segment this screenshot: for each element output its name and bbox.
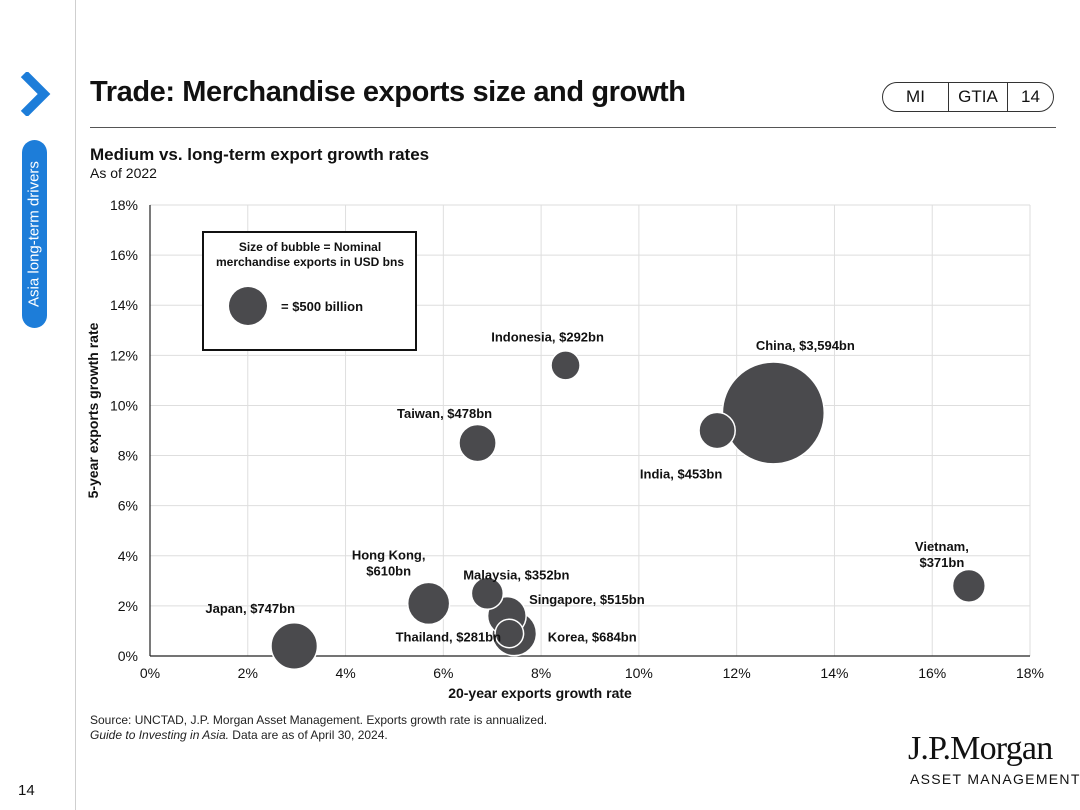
source-line-2: Guide to Investing in Asia. Data are as …	[90, 728, 547, 743]
x-tick-label: 2%	[238, 665, 258, 681]
bubble-thailand	[494, 618, 525, 649]
y-tick-label: 6%	[118, 498, 138, 514]
bubble-hong-kong	[406, 581, 451, 626]
data-label-thailand: Thailand, $281bn	[396, 629, 502, 644]
tag-gtia: GTIA	[949, 83, 1008, 111]
page-number: 14	[18, 782, 35, 799]
y-tick-label: 8%	[118, 448, 138, 464]
y-tick-label: 0%	[118, 648, 138, 664]
x-tick-label: 16%	[918, 665, 946, 681]
y-tick-label: 14%	[110, 297, 138, 313]
source-guide-title: Guide to Investing in Asia.	[90, 728, 229, 742]
data-label-korea: Korea, $684bn	[548, 629, 637, 644]
bubble-indonesia	[550, 350, 581, 381]
bubble-vietnam	[951, 568, 987, 603]
y-tick-label: 12%	[110, 347, 138, 363]
page-title: Trade: Merchandise exports size and grow…	[90, 76, 686, 108]
legend-entry-label: = $500 billion	[281, 299, 363, 314]
source-note: Source: UNCTAD, J.P. Morgan Asset Manage…	[90, 713, 547, 743]
data-label-indonesia: Indonesia, $292bn	[491, 329, 604, 344]
y-axis-title: 5-year exports growth rate	[85, 322, 101, 498]
tag-page: 14	[1021, 87, 1040, 106]
header-tag-pill: MI GTIA 14	[882, 82, 1054, 112]
legend-heading-line-1: Size of bubble = Nominal	[239, 240, 381, 254]
data-label-india: India, $453bn	[640, 467, 722, 482]
chart-subtitle: As of 2022	[90, 165, 157, 181]
header-divider	[90, 127, 1056, 128]
x-tick-label: 4%	[335, 665, 355, 681]
data-label-china: China, $3,594bn	[756, 338, 855, 353]
data-label-taiwan: Taiwan, $478bn	[397, 406, 492, 421]
y-tick-label: 2%	[118, 598, 138, 614]
chevron-right-icon	[20, 72, 51, 116]
data-label-hong-kong: Hong Kong,	[352, 547, 426, 562]
x-tick-label: 8%	[531, 665, 551, 681]
x-tick-label: 14%	[820, 665, 848, 681]
x-tick-label: 12%	[723, 665, 751, 681]
bubble-taiwan	[458, 423, 497, 463]
data-label-vietnam: Vietnam,	[915, 539, 969, 554]
x-axis-title: 20-year exports growth rate	[448, 685, 632, 701]
sidebar-divider	[75, 0, 76, 810]
y-tick-label: 16%	[110, 247, 138, 263]
source-date: Data are as of April 30, 2024.	[228, 728, 388, 742]
data-label-malaysia: Malaysia, $352bn	[463, 567, 569, 582]
x-tick-label: 6%	[433, 665, 453, 681]
data-label-japan: Japan, $747bn	[205, 601, 295, 616]
x-tick-label: 10%	[625, 665, 653, 681]
bubble-malaysia	[470, 576, 505, 611]
legend-bubble	[229, 287, 267, 325]
sidebar-section-pill	[22, 140, 47, 328]
data-label-vietnam: $371bn	[919, 555, 964, 570]
chart-title: Medium vs. long-term export growth rates	[90, 145, 430, 164]
y-tick-label: 18%	[110, 197, 138, 213]
tag-mi: MI	[883, 83, 949, 111]
asset-management-logo-text: ASSET MANAGEMENT	[910, 771, 1080, 787]
data-label-singapore: Singapore, $515bn	[529, 592, 645, 607]
data-label-hong-kong: $610bn	[366, 563, 411, 578]
bubble-china	[721, 361, 826, 465]
bubble-india	[698, 411, 736, 450]
source-line-1: Source: UNCTAD, J.P. Morgan Asset Manage…	[90, 713, 548, 727]
legend-heading-line-2: merchandise exports in USD bns	[216, 255, 404, 269]
y-tick-label: 4%	[118, 548, 138, 564]
x-tick-label: 18%	[1016, 665, 1044, 681]
x-tick-label: 0%	[140, 665, 160, 681]
y-tick-label: 10%	[110, 397, 138, 413]
jpmorgan-logo: J.P.Morgan	[908, 730, 1053, 767]
bubble-japan	[270, 622, 319, 670]
